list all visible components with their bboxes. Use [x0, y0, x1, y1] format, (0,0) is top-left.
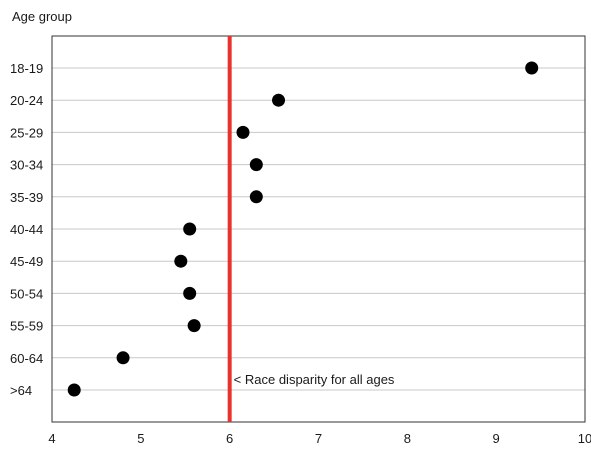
- x-tick-label: 5: [137, 431, 144, 446]
- plot-area-frame: [51, 35, 586, 423]
- data-point-18-19: [525, 61, 539, 75]
- x-tick-label: 7: [315, 431, 322, 446]
- y-tick-label: 50-54: [10, 286, 43, 301]
- y-tick-label: 55-59: [10, 319, 43, 334]
- data-point-40-44: [183, 222, 197, 236]
- y-tick-label: 40-44: [10, 222, 43, 237]
- x-tick-label: 4: [48, 431, 55, 446]
- y-tick-label: 20-24: [10, 93, 43, 108]
- x-tick-label: 10: [578, 431, 591, 446]
- data-point->64: [67, 383, 81, 397]
- y-tick-label: 18-19: [10, 61, 43, 76]
- data-point-60-64: [116, 351, 130, 365]
- y-tick-label: >64: [10, 383, 32, 398]
- x-tick-labels: 4 5 6 7 8 9 10: [48, 431, 591, 446]
- data-point-45-49: [174, 254, 188, 268]
- y-tick-labels: 18-19 20-24 25-29 30-34 35-39 40-44 45-49 50-54…: [10, 61, 43, 398]
- data-point-25-29: [236, 125, 250, 139]
- y-tick-label: 25-29: [10, 125, 43, 140]
- data-point-50-54: [183, 286, 197, 300]
- y-tick-label: 45-49: [10, 254, 43, 269]
- x-tick-label: 6: [226, 431, 233, 446]
- y-tick-label: 60-64: [10, 351, 43, 366]
- data-point-20-24: [272, 93, 286, 107]
- data-point-35-39: [249, 190, 263, 204]
- reference-line-label: < Race disparity for all ages: [234, 372, 395, 387]
- gridlines: [52, 67, 585, 391]
- data-point-30-34: [249, 158, 263, 172]
- data-points: [67, 61, 539, 397]
- data-point-55-59: [187, 319, 201, 333]
- y-tick-label: 35-39: [10, 190, 43, 205]
- x-tick-label: 8: [404, 431, 411, 446]
- y-axis-title: Age group: [12, 9, 72, 24]
- y-tick-label: 30-34: [10, 158, 43, 173]
- x-tick-label: 9: [493, 431, 500, 446]
